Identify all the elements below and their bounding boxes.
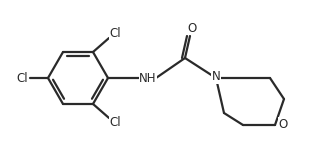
Text: Cl: Cl xyxy=(109,116,121,129)
Text: Cl: Cl xyxy=(16,71,28,84)
Text: N: N xyxy=(212,71,220,84)
Text: O: O xyxy=(278,117,288,131)
Text: NH: NH xyxy=(139,71,157,84)
Text: Cl: Cl xyxy=(109,27,121,40)
Text: O: O xyxy=(187,22,197,35)
